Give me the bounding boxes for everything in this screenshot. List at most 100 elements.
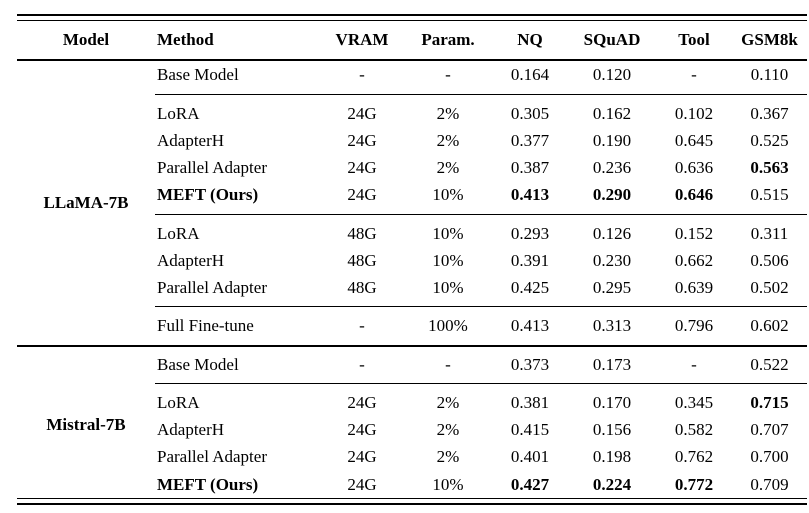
cell-vram: 24G bbox=[347, 130, 377, 150]
cell-param: 10% bbox=[432, 185, 464, 205]
cell-param: 10% bbox=[432, 278, 464, 297]
table-row: AdapterH 24G 2% 0.377 0.190 0.645 0.525 bbox=[17, 127, 807, 154]
cell-method: MEFT (Ours) bbox=[157, 185, 259, 205]
cell-nq: 0.425 bbox=[510, 278, 550, 297]
column-header-vram: VRAM bbox=[320, 21, 404, 62]
cell-param: 10% bbox=[432, 474, 464, 494]
cell-method: LoRA bbox=[155, 213, 320, 247]
table-row: AdapterH 24G 2% 0.415 0.156 0.582 0.707 bbox=[17, 416, 807, 443]
cell-gsm8k: 0.700 bbox=[750, 447, 789, 467]
table-body: LLaMA-7B Base Model - -0.164 0.120-0.110 LoRA… bbox=[17, 60, 807, 498]
header-row: Model Method VRAM Param. NQ SQuAD Tool GSM8k bbox=[17, 21, 807, 62]
table-row: Parallel Adapter 24G 2% 0.387 0.236 0.636 0.56… bbox=[17, 154, 807, 181]
cell-nq: 0.377 bbox=[510, 130, 550, 150]
cell-method: Full Fine-tune bbox=[155, 306, 320, 346]
cell-tool: 0.639 bbox=[674, 278, 714, 297]
cell-nq: 0.413 bbox=[492, 306, 568, 346]
cell-gsm8k: 0.515 bbox=[750, 185, 789, 205]
cell-method: Base Model bbox=[157, 65, 239, 85]
table-row: LoRA 24G 2% 0.305 0.162 0.102 0.367 bbox=[17, 93, 807, 127]
cell-nq: 0.387 bbox=[510, 158, 550, 177]
cell-vram: 48G bbox=[347, 250, 377, 270]
cell-vram: - bbox=[320, 344, 404, 384]
cell-vram: 24G bbox=[347, 420, 377, 439]
table-row: AdapterH 48G 10% 0.391 0.230 0.662 0.506 bbox=[17, 247, 807, 274]
cell-vram: 24G bbox=[347, 474, 377, 494]
cell-tool: - bbox=[656, 344, 732, 384]
column-header-gsm8k: GSM8k bbox=[732, 21, 807, 62]
cell-gsm8k: 0.525 bbox=[750, 130, 789, 150]
column-header-tool: Tool bbox=[656, 21, 732, 62]
cell-nq: 0.401 bbox=[510, 447, 550, 467]
cell-tool: 0.345 bbox=[656, 382, 732, 416]
cell-vram: 24G bbox=[320, 93, 404, 127]
cell-vram: 24G bbox=[320, 382, 404, 416]
cell-param: - bbox=[445, 65, 451, 85]
cell-squad: 0.126 bbox=[568, 213, 656, 247]
cell-squad: 0.290 bbox=[592, 185, 632, 205]
cell-method: Parallel Adapter bbox=[157, 447, 267, 467]
cell-squad: 0.173 bbox=[568, 344, 656, 384]
cell-nq: 0.305 bbox=[492, 93, 568, 127]
cell-vram: 24G bbox=[347, 447, 377, 467]
cell-nq: 0.164 bbox=[510, 65, 550, 85]
cell-param: 2% bbox=[436, 158, 460, 177]
table-row: Mistral-7B Base Model - -0.373 0.173-0.522 bbox=[17, 344, 807, 498]
cell-param: 2% bbox=[404, 382, 492, 416]
cell-tool: 0.102 bbox=[656, 93, 732, 127]
cell-vram: - bbox=[320, 306, 404, 346]
cell-tool: 0.646 bbox=[674, 185, 714, 205]
cell-method: LoRA bbox=[155, 93, 320, 127]
cell-param: 2% bbox=[404, 93, 492, 127]
cell-method: AdapterH bbox=[157, 250, 225, 270]
cell-tool: 0.645 bbox=[674, 130, 714, 150]
cell-tool: - bbox=[691, 65, 697, 85]
cell-squad: 0.295 bbox=[592, 278, 632, 297]
cell-squad: 0.230 bbox=[592, 250, 632, 270]
cell-param: 100% bbox=[404, 306, 492, 346]
cell-squad: 0.156 bbox=[592, 420, 632, 439]
cell-nq: 0.293 bbox=[492, 213, 568, 247]
cell-vram: 48G bbox=[347, 278, 377, 297]
cell-param: 2% bbox=[436, 130, 460, 150]
cell-method: Parallel Adapter bbox=[157, 158, 267, 177]
cell-tool: 0.772 bbox=[674, 474, 714, 494]
cell-method: MEFT (Ours) bbox=[157, 474, 259, 494]
cell-gsm8k: 0.367 bbox=[732, 93, 807, 127]
table-bottom-rule bbox=[17, 497, 807, 505]
cell-param: 2% bbox=[436, 447, 460, 467]
column-header-nq: NQ bbox=[492, 21, 568, 62]
model-label-mistral-7b: Mistral-7B bbox=[17, 344, 155, 498]
cell-nq: 0.391 bbox=[510, 250, 550, 270]
cell-nq: 0.381 bbox=[492, 382, 568, 416]
cell-method: Base Model bbox=[155, 344, 320, 384]
cell-nq: 0.415 bbox=[510, 420, 550, 439]
cell-gsm8k: 0.311 bbox=[732, 213, 807, 247]
cell-vram: 48G bbox=[320, 213, 404, 247]
column-header-param: Param. bbox=[404, 21, 492, 62]
cell-param: 2% bbox=[436, 420, 460, 439]
cell-squad: 0.198 bbox=[592, 447, 632, 467]
table-row: MEFT (Ours) 24G 10% 0.427 0.224 0.772 0.709 bbox=[17, 471, 807, 498]
cell-squad: 0.120 bbox=[592, 65, 632, 85]
cell-nq: 0.413 bbox=[510, 185, 550, 205]
table-row: LLaMA-7B Base Model - - 0.164 0.120 - 0.110 bbox=[17, 60, 807, 212]
table-header: Model Method VRAM Param. NQ SQuAD Tool GSM8k bbox=[17, 21, 807, 62]
table-row: Parallel Adapter 24G 2% 0.401 0.198 0.762 0.70… bbox=[17, 443, 807, 470]
table-row: LoRA 48G 10% 0.293 0.126 0.152 0.311 bbox=[17, 213, 807, 247]
cell-method: LoRA bbox=[155, 382, 320, 416]
cell-tool: 0.152 bbox=[656, 213, 732, 247]
table-row: Full Fine-tune -100% 0.413 0.313 0.796 0.602 bbox=[17, 306, 807, 346]
results-table: Model Method VRAM Param. NQ SQuAD Tool GSM8k LL… bbox=[17, 21, 807, 498]
cell-squad: 0.236 bbox=[592, 158, 632, 177]
cell-param: - bbox=[404, 344, 492, 384]
cell-gsm8k: 0.715 bbox=[732, 382, 807, 416]
cell-gsm8k: 0.522 bbox=[732, 344, 807, 384]
table-row: Parallel Adapter 48G 10% 0.425 0.295 0.639 0.5… bbox=[17, 274, 807, 307]
cell-gsm8k: 0.110 bbox=[750, 65, 789, 85]
cell-vram: 24G bbox=[347, 158, 377, 177]
table-row: MEFT (Ours) 24G 10% 0.413 0.290 0.646 0.515 bbox=[17, 181, 807, 214]
column-header-squad: SQuAD bbox=[568, 21, 656, 62]
cell-tool: 0.582 bbox=[674, 420, 714, 439]
cell-gsm8k: 0.707 bbox=[750, 420, 789, 439]
